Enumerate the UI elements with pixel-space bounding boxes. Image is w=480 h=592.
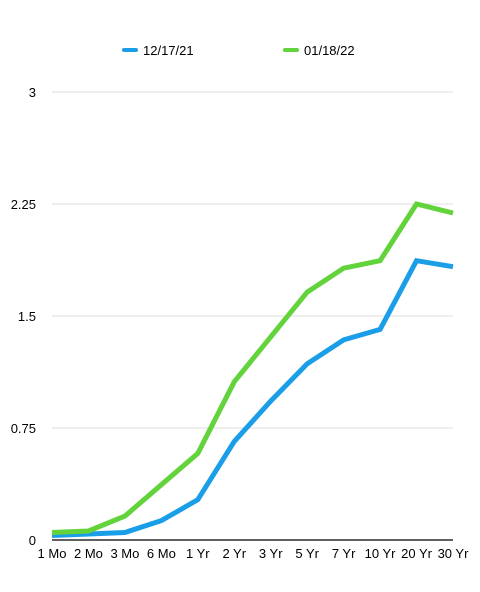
legend-label-series-1: 12/17/21 [143,43,194,58]
y-tick-label-2: 1.5 [18,309,36,324]
x-tick-label-3: 6 Mo [147,546,176,561]
x-tick-label-6: 3 Yr [259,546,283,561]
x-axis-tick-labels: 1 Mo 2 Mo 3 Mo 6 Mo 1 Yr 2 Yr 3 Yr 5 Yr 7 Yr 10 Y… [38,546,470,561]
x-tick-label-4: 1 Yr [186,546,210,561]
x-tick-label-1: 2 Mo [74,546,103,561]
legend: 12/17/21 01/18/22 [122,43,355,58]
x-tick-label-0: 1 Mo [38,546,67,561]
y-tick-label-4: 3 [29,85,36,100]
y-tick-label-3: 2.25 [11,197,36,212]
y-axis-tick-labels: 0 0.75 1.5 2.25 3 [11,85,36,548]
y-tick-label-0: 0 [29,533,36,548]
x-tick-label-7: 5 Yr [295,546,319,561]
series-line-1 [51,257,454,538]
x-tick-label-11: 30 Yr [438,546,470,561]
y-tick-label-1: 0.75 [11,421,36,436]
gridlines [52,91,453,541]
series-lines [51,201,454,538]
x-tick-label-8: 7 Yr [332,546,356,561]
legend-label-series-2: 01/18/22 [304,43,355,58]
x-tick-label-10: 20 Yr [401,546,433,561]
x-tick-label-5: 2 Yr [222,546,246,561]
series-line-2 [51,201,454,535]
x-tick-label-2: 3 Mo [110,546,139,561]
x-tick-label-9: 10 Yr [365,546,397,561]
